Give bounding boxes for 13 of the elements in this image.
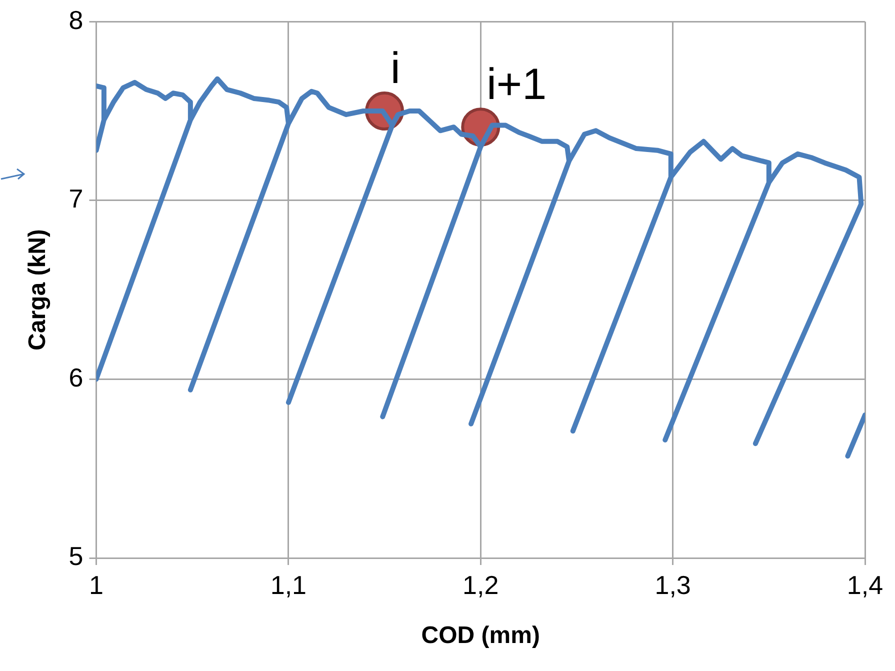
x-tick-label: 1,4	[846, 570, 884, 600]
x-tick-label: 1,3	[654, 570, 691, 600]
y-tick-label: 7	[68, 184, 84, 214]
x-tick-label: 1,1	[270, 570, 307, 600]
annotation: i+1	[486, 60, 547, 110]
x-axis-title: COD (mm)	[421, 622, 540, 650]
y-axis-title: Carga (kN)	[24, 229, 52, 350]
y-tick-label: 8	[68, 4, 84, 35]
x-tick-label: 1,2	[462, 570, 499, 600]
y-tick-label: 6	[68, 362, 84, 392]
annotation: i	[390, 44, 400, 94]
x-tick-label: 1	[89, 570, 104, 600]
y-tick-label: 5	[68, 541, 84, 572]
